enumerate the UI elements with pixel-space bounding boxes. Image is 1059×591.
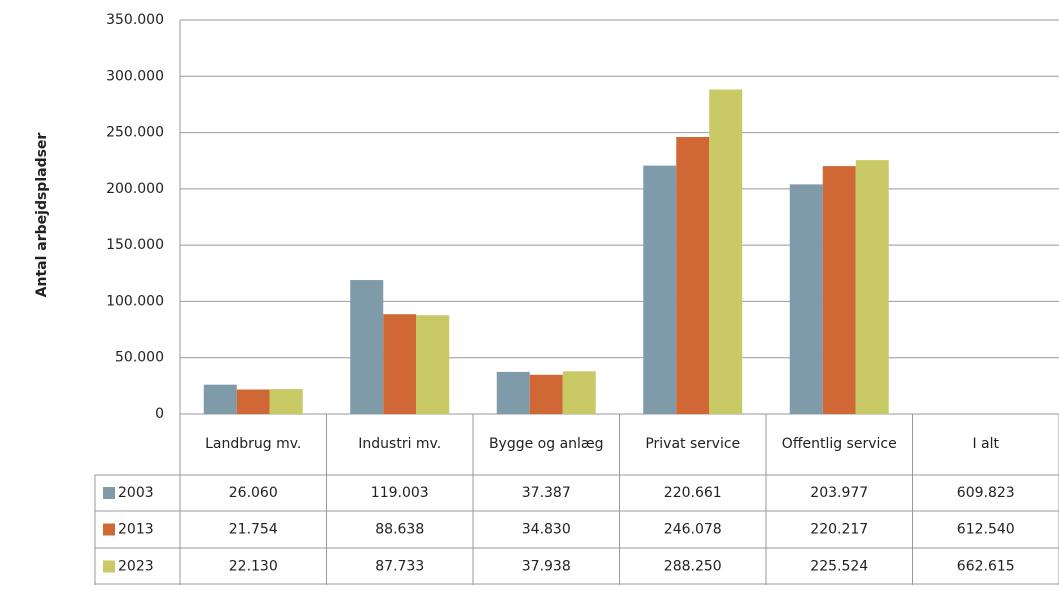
table-value: 34.830: [522, 522, 571, 538]
y-tick-label: 300.000: [106, 68, 164, 84]
bar: [643, 165, 677, 414]
table-value: 225.524: [810, 559, 868, 575]
table-value: 609.823: [957, 485, 1015, 501]
category-cell: Offentlig service: [781, 436, 897, 453]
table-value: 37.387: [522, 485, 571, 501]
table-value: 88.638: [375, 522, 424, 538]
bar: [203, 384, 237, 414]
x-tick-label: Offentlig service: [781, 436, 897, 453]
y-axis-label: Antal arbejdspladser: [34, 133, 50, 298]
bar: [709, 89, 743, 415]
bar: [236, 389, 270, 414]
table-value: 37.938: [522, 559, 571, 575]
table-value: 220.661: [664, 485, 722, 501]
table-value: 119.003: [371, 485, 429, 501]
y-tick-label: 350.000: [106, 12, 164, 28]
y-tick-label: 50.000: [115, 350, 164, 366]
bar: [676, 136, 710, 414]
category-cell: Industri mv.: [358, 436, 442, 453]
legend-label: 2003: [118, 485, 154, 501]
bar: [562, 371, 596, 414]
y-tick-label: 100.000: [106, 293, 164, 309]
bar: [855, 160, 889, 414]
table-value: 612.540: [957, 522, 1015, 538]
legend-swatch: [103, 523, 115, 536]
legend-swatch: [103, 487, 115, 499]
y-tick-label: 0: [155, 406, 164, 422]
bar: [789, 184, 823, 414]
bar: [529, 374, 563, 414]
category-cell: I alt: [972, 436, 1000, 453]
table-value: 662.615: [957, 559, 1015, 575]
table-value: 220.217: [810, 522, 868, 538]
y-tick-label: 200.000: [106, 181, 164, 197]
y-tick-label: 150.000: [106, 237, 164, 253]
bar: [350, 280, 384, 414]
table-value: 203.977: [810, 485, 868, 501]
x-tick-label: Landbrug mv.: [205, 436, 302, 453]
x-tick-label: Privat service: [645, 436, 741, 453]
y-tick-label: 250.000: [106, 125, 164, 141]
category-cell: Bygge og anlæg: [488, 436, 604, 453]
table-value: 26.060: [229, 485, 278, 501]
table-value: 246.078: [664, 522, 722, 538]
table-value: 21.754: [229, 522, 278, 538]
table-value: 288.250: [664, 559, 722, 575]
bar: [383, 314, 417, 414]
legend-swatch: [103, 560, 115, 573]
bar: [269, 389, 303, 414]
bar: [496, 371, 530, 414]
category-cell: Privat service: [645, 436, 741, 453]
bar: [416, 315, 450, 414]
table-value: 87.733: [375, 559, 424, 575]
x-tick-label: I alt: [972, 436, 1000, 453]
category-cell: Landbrug mv.: [205, 436, 302, 453]
table-value: 22.130: [229, 559, 278, 575]
x-tick-label: Bygge og anlæg: [488, 436, 604, 453]
bar: [822, 166, 856, 414]
x-tick-label: Industri mv.: [358, 436, 442, 453]
legend-label: 2013: [118, 522, 154, 538]
legend-label: 2023: [118, 559, 154, 575]
